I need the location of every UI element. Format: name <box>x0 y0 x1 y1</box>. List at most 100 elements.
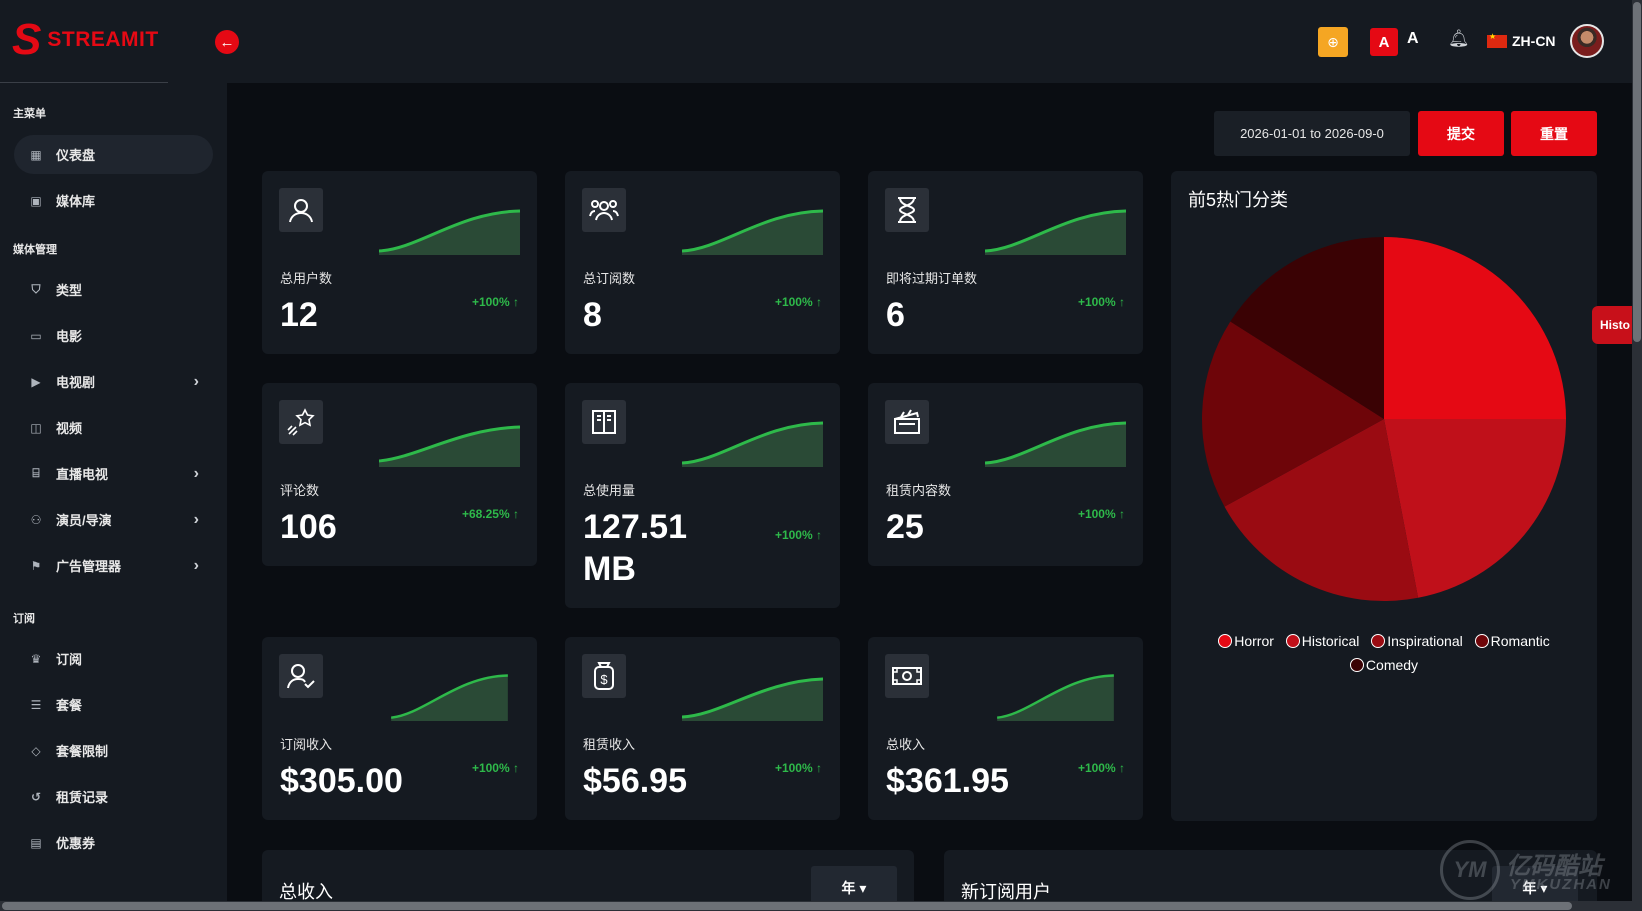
stat-label: 租赁收入 <box>583 737 636 752</box>
sidebar-item-cast-crew[interactable]: ⚇ 演员/导演 › <box>14 500 213 539</box>
pie-slice-inspirational[interactable] <box>1224 419 1419 601</box>
logo-text: STREAMIT <box>47 28 159 51</box>
sidebar-item-videos[interactable]: ◫ 视频 <box>14 408 213 447</box>
stat-label: 总使用量 <box>583 483 636 498</box>
stat-change: +100% ↑ <box>774 295 822 309</box>
legend-item[interactable]: Historical <box>1285 633 1360 649</box>
stat-card-rental-content: 租赁内容数 25 +100% ↑ <box>868 383 1143 566</box>
sidebar-item-label: 优惠券 <box>56 836 96 851</box>
sidebar-item-movies[interactable]: ▭ 电影 <box>14 316 213 355</box>
legend-label: Historical <box>1301 633 1360 649</box>
stat-value: $305.00 <box>280 762 403 800</box>
sidebar-item-label: 电视剧 <box>56 375 96 390</box>
stat-change: +100% ↑ <box>1077 507 1125 521</box>
legend-item[interactable]: Romantic <box>1474 633 1550 649</box>
legend-item[interactable]: Comedy <box>1349 657 1418 673</box>
stat-change: +100% ↑ <box>774 528 822 542</box>
sidebar-item-label: 电影 <box>56 329 83 344</box>
stat-card-total-subscriptions: 总订阅数 8 +100% ↑ <box>565 171 840 354</box>
revenue-chart-card: 总收入 年 ▾ <box>262 850 914 911</box>
chevron-right-icon: › <box>193 372 199 390</box>
legend-label: Romantic <box>1490 633 1550 649</box>
sidebar-item-tv-shows[interactable]: ▶ 电视剧 › <box>14 362 213 401</box>
revenue-chart-title: 总收入 <box>279 882 333 902</box>
sidebar-item-label: 视频 <box>56 421 83 436</box>
pie-slice-comedy[interactable] <box>1230 237 1384 419</box>
date-range-input[interactable]: 2026-01-01 to 2026-09-0 <box>1214 111 1410 156</box>
sidebar-item-plans[interactable]: ☰ 套餐 <box>14 685 213 724</box>
vertical-scrollbar[interactable] <box>1632 0 1642 911</box>
sidebar-item-label: 套餐 <box>56 698 83 713</box>
sidebar-item-subscriptions[interactable]: ♛ 订阅 <box>14 639 213 678</box>
dashboard-icon: ▦ <box>30 147 42 162</box>
sidebar-item-ads-manager[interactable]: ⚑ 广告管理器 › <box>14 546 213 585</box>
group-icon <box>582 188 626 232</box>
stat-value: $56.95 <box>583 762 687 800</box>
submit-button[interactable]: 提交 <box>1418 111 1504 156</box>
sidebar-item-live-tv[interactable]: ⌸ 直播电视 › <box>14 454 213 493</box>
ticket-icon: ▤ <box>30 835 42 850</box>
legend-label: Horror <box>1234 633 1274 649</box>
vertical-scrollbar-thumb[interactable] <box>1633 2 1641 342</box>
legend-item[interactable]: Horror <box>1218 633 1274 649</box>
stat-card-reviews: 评论数 106 +68.25% ↑ <box>262 383 537 566</box>
chevron-right-icon: › <box>193 556 199 574</box>
history-side-tab[interactable]: Histo <box>1592 306 1638 344</box>
sparkline <box>391 674 508 721</box>
top-header: S STREAMIT ← ⊕ A A 🔔︎ ZH-CN <box>0 0 1642 83</box>
sidebar-item-genres[interactable]: ⛉ 类型 <box>14 270 213 309</box>
sidebar-item-dashboard[interactable]: ▦ 仪表盘 <box>14 135 213 174</box>
pie-slice-historical[interactable] <box>1384 419 1566 598</box>
shield-icon: ⛉ <box>31 282 41 296</box>
sidebar-item-coupons[interactable]: ▤ 优惠券 <box>14 823 213 862</box>
logo[interactable]: S STREAMIT <box>12 15 159 64</box>
horizontal-scrollbar-thumb[interactable] <box>2 902 1572 910</box>
stat-change: +68.25% ↑ <box>461 507 519 521</box>
stat-card-expiring-orders: 即将过期订单数 6 +100% ↑ <box>868 171 1143 354</box>
language-selector[interactable]: ZH-CN <box>1512 33 1556 49</box>
stat-value: 8 <box>583 296 602 334</box>
sidebar-item-label: 演员/导演 <box>56 513 112 528</box>
user-icon <box>279 188 323 232</box>
stat-value: 6 <box>886 296 905 334</box>
stat-label: 总收入 <box>886 737 926 752</box>
logo-divider <box>0 82 168 83</box>
font-size-large-button[interactable]: A <box>1370 28 1398 56</box>
new-subscribers-title: 新订阅用户 <box>961 882 1051 902</box>
stat-label: 租赁内容数 <box>886 483 952 498</box>
bell-icon[interactable]: 🔔︎ <box>1448 29 1470 48</box>
stat-change: +100% ↑ <box>1077 295 1125 309</box>
legend-swatch <box>1285 634 1300 648</box>
stat-value: $361.95 <box>886 762 1009 800</box>
collapse-sidebar-button[interactable]: ← <box>215 30 239 54</box>
watermark: YM 亿码酷站 YMKUZHAN <box>1440 840 1630 900</box>
sidebar-item-label: 媒体库 <box>56 194 96 209</box>
theme-toggle-button[interactable]: ⊕ <box>1318 27 1348 57</box>
video-icon: ◫ <box>30 420 42 435</box>
history-icon: ↺ <box>30 789 42 804</box>
sun-icon: ⊕ <box>1327 33 1339 50</box>
reset-button[interactable]: 重置 <box>1511 111 1597 156</box>
image-icon: ▣ <box>30 193 42 208</box>
avatar[interactable] <box>1570 24 1604 58</box>
svg-text:$: $ <box>600 672 608 687</box>
stat-change: +100% ↑ <box>774 761 822 775</box>
sidebar-item-label: 直播电视 <box>56 467 109 482</box>
pie-slice-romantic[interactable] <box>1202 321 1384 507</box>
sparkline <box>379 209 520 255</box>
live-tv-icon: ⌸ <box>32 466 40 480</box>
watermark-logo: YM <box>1440 840 1500 900</box>
film-icon: ▭ <box>30 328 42 343</box>
font-size-small-button[interactable]: A <box>1407 30 1419 47</box>
list-icon: ☰ <box>30 697 42 712</box>
legend-item[interactable]: Inspirational <box>1371 633 1463 649</box>
sparkline <box>985 421 1126 467</box>
china-flag-icon[interactable] <box>1487 32 1507 48</box>
stat-value: 12 <box>280 296 318 334</box>
sidebar-item-plan-limits[interactable]: ◇ 套餐限制 <box>14 731 213 770</box>
sidebar-item-media-library[interactable]: ▣ 媒体库 <box>14 181 213 220</box>
logo-mark: S <box>12 15 42 64</box>
pie-chart <box>1202 237 1566 601</box>
sidebar-item-rental-history[interactable]: ↺ 租赁记录 <box>14 777 213 816</box>
pie-slice-horror[interactable] <box>1384 237 1566 419</box>
